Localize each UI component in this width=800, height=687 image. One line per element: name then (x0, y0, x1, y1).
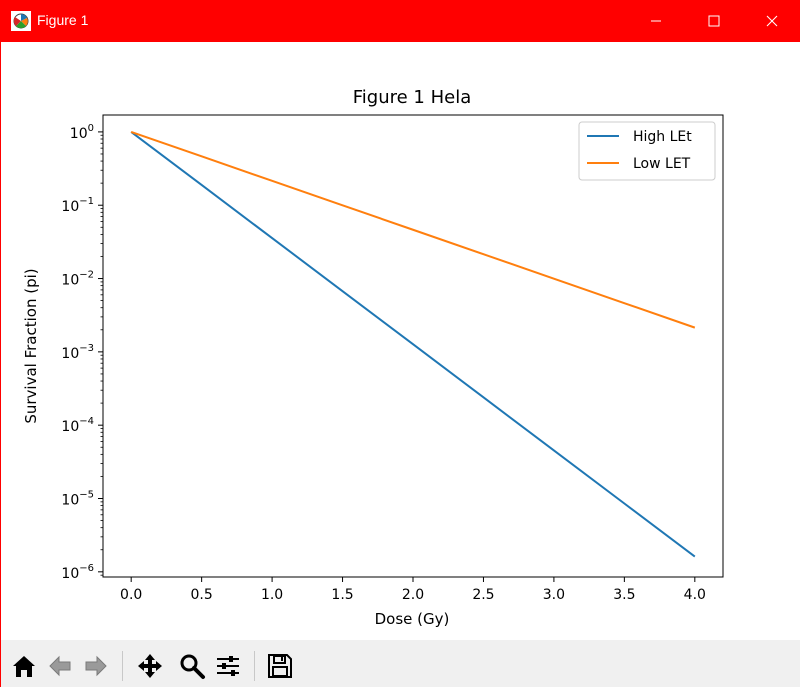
x-tick-label: 0.5 (191, 587, 213, 603)
x-tick-label: 2.0 (402, 587, 424, 603)
save-icon (268, 654, 292, 678)
minimize-icon (651, 20, 661, 22)
back-icon (49, 655, 71, 677)
pan-button[interactable] (134, 650, 166, 682)
toolbar-separator (122, 651, 123, 681)
series-line-0 (130, 131, 696, 558)
legend-label: Low LET (633, 156, 691, 172)
y-tick-label: 100 (70, 123, 94, 142)
x-tick-label: 3.0 (543, 587, 565, 603)
x-tick-label: 2.5 (472, 587, 494, 603)
x-tick-label: 1.5 (331, 587, 353, 603)
zoom-button[interactable] (176, 650, 208, 682)
y-tick-label: 10−2 (61, 270, 94, 289)
x-axis-label: Dose (Gy) (375, 610, 450, 628)
x-tick-label: 4.0 (684, 587, 706, 603)
series-line-1 (130, 130, 696, 329)
chart-svg: Figure 1 Hela 0.0 0.5 1.0 1.5 2.0 2.5 3.0 3.5 4.… (22, 87, 724, 628)
y-tick-label: 10−4 (61, 416, 94, 435)
pan-icon (138, 654, 162, 678)
legend-label: High LEt (633, 129, 692, 145)
window-title: Figure 1 (37, 12, 89, 28)
back-button[interactable] (44, 650, 76, 682)
navigation-toolbar (1, 640, 800, 687)
save-button[interactable] (264, 650, 296, 682)
y-tick-label: 10−1 (61, 196, 94, 215)
y-tick-label: 10−5 (61, 490, 94, 509)
toolbar-separator (254, 651, 255, 681)
maximize-icon (708, 15, 720, 27)
home-icon (13, 656, 35, 677)
configure-subplots-button[interactable] (212, 650, 244, 682)
x-tick-label: 0.0 (120, 587, 142, 603)
maximize-button[interactable] (685, 0, 743, 42)
configure-subplots-icon (217, 656, 239, 676)
home-button[interactable] (8, 650, 40, 682)
close-button[interactable] (743, 0, 800, 42)
y-tick-label: 10−6 (61, 563, 94, 582)
y-axis-label: Survival Fraction (pi) (22, 268, 40, 423)
zoom-icon (180, 654, 205, 679)
forward-icon (85, 655, 107, 677)
matplotlib-app-icon (11, 11, 31, 31)
x-tick-label: 1.0 (261, 587, 283, 603)
x-tick-label: 3.5 (613, 587, 635, 603)
forward-button[interactable] (80, 650, 112, 682)
chart-title: Figure 1 Hela (353, 87, 472, 108)
y-tick-label: 10−3 (61, 343, 94, 362)
minimize-button[interactable] (627, 0, 685, 42)
close-icon (766, 15, 778, 27)
title-bar[interactable]: Figure 1 (1, 0, 800, 42)
legend: High LEt Low LET (578, 121, 716, 181)
figure-canvas[interactable]: Figure 1 Hela 0.0 0.5 1.0 1.5 2.0 2.5 3.0 3.5 4.… (1, 42, 800, 640)
